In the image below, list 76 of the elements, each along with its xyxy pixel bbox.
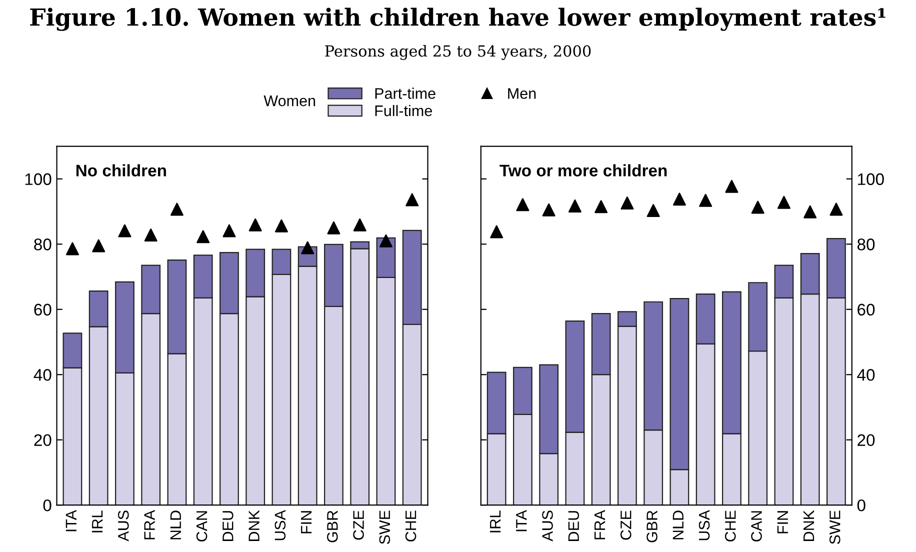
point [830, 202, 843, 216]
x-tick-label: NLD [672, 510, 684, 540]
point [594, 200, 608, 214]
x-tick-label: NLD [170, 510, 181, 540]
x-tick-label: GBR [327, 510, 338, 542]
point [646, 204, 660, 218]
x-tick-label: FIN [301, 511, 312, 534]
x-tick-label: GBR [646, 510, 658, 542]
x-tick-label: IRL [92, 510, 103, 532]
y-tick-label: 40 [857, 369, 875, 381]
point [699, 194, 712, 207]
point [751, 200, 764, 214]
annotation: No children [76, 164, 166, 176]
y-tick-label: 20 [858, 434, 875, 446]
legend-label: Full-time [375, 104, 432, 116]
y-tick-label: 0 [857, 499, 866, 512]
y-tick-label: 60 [858, 304, 875, 316]
legend-title: Women [264, 96, 316, 106]
chart-subtitle: Persons aged 25 to 54 years, 2000 [325, 44, 591, 60]
x-tick-label: ITA [66, 510, 76, 532]
x-tick-label: IRL [490, 510, 501, 532]
point [196, 230, 210, 244]
point [353, 218, 366, 232]
point [144, 228, 158, 242]
x-tick-label: FIN [777, 511, 788, 534]
point [620, 196, 634, 210]
x-tick-label: ITA [516, 510, 527, 532]
point [379, 234, 392, 248]
x-tick-label: AUS [542, 510, 553, 542]
point [672, 192, 686, 206]
point [66, 242, 79, 256]
point [804, 205, 817, 218]
x-tick-label: SWE [379, 510, 390, 544]
x-tick-label: CZE [353, 510, 364, 540]
point [274, 219, 288, 232]
y-tick-label: 80 [34, 238, 52, 250]
x-tick-label: FRA [594, 510, 606, 540]
point [248, 218, 262, 232]
x-tick-label: CHE [724, 510, 736, 542]
x-tick-label: CAN [751, 511, 762, 542]
x-tick-label: USA [274, 510, 286, 540]
x-tick-label: DNK [804, 510, 814, 541]
point [118, 224, 132, 238]
point [301, 241, 314, 254]
y-tick-label: 100 [858, 173, 884, 186]
legend-label: Part-time [375, 88, 436, 99]
point [490, 225, 504, 238]
point [725, 180, 738, 193]
x-tick-label: CHE [405, 510, 416, 542]
point [327, 221, 340, 234]
point [222, 224, 236, 238]
x-tick-label: DEU [222, 511, 234, 541]
legend-label: Men [508, 88, 536, 99]
point [406, 193, 419, 206]
point [542, 203, 556, 216]
y-tick-label: 20 [34, 434, 52, 446]
y-tick-label: 60 [34, 304, 52, 316]
x-tick-label: USA [698, 510, 710, 540]
chart-title: Figure 1.10. Women with children have lower employment rates¹ [30, 8, 886, 31]
y-tick-label: 40 [34, 369, 52, 381]
point [568, 199, 582, 212]
x-tick-label: AUS [118, 510, 129, 542]
point [777, 196, 790, 209]
y-tick-label: 80 [857, 238, 875, 250]
point [516, 198, 530, 212]
x-tick-label: CZE [620, 510, 632, 540]
x-tick-label: CAN [196, 511, 208, 542]
x-tick-label: SWE [829, 510, 840, 544]
point [170, 202, 184, 216]
x-tick-label: DEU [568, 511, 580, 541]
point [92, 239, 106, 252]
x-tick-label: FRA [144, 510, 155, 540]
x-tick-label: DNK [248, 510, 260, 541]
annotation: Two or more children [500, 164, 667, 176]
y-tick-label: 0 [43, 499, 52, 512]
y-tick-label: 100 [25, 173, 52, 186]
